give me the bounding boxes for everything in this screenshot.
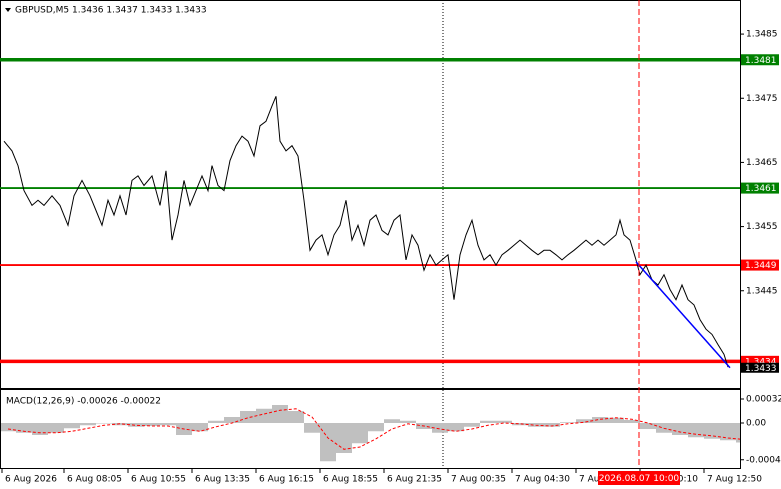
macd-bar — [704, 423, 720, 439]
price-axis — [741, 0, 781, 468]
macd-bar — [592, 417, 608, 423]
y-tick-label: 1.3475 — [746, 94, 778, 104]
x-tick-label: 6 Aug 16:15 — [259, 475, 314, 485]
macd-bar — [0, 423, 16, 432]
last-price-box — [741, 362, 779, 373]
level-label: 1.3481 — [745, 56, 777, 66]
macd-bar — [624, 420, 640, 423]
level-label: 1.3461 — [745, 184, 777, 194]
level-label-box — [741, 54, 779, 66]
y-tick-label: 1.3465 — [746, 158, 778, 168]
macd-bar — [64, 423, 80, 429]
price-line — [3, 96, 729, 368]
macd-bar — [160, 423, 176, 426]
macd-bar — [384, 419, 400, 423]
macd-bar — [224, 417, 240, 423]
x-tick-label: 6 Aug 21:35 — [387, 475, 442, 485]
macd-bar — [192, 423, 208, 432]
y-tick-label: 1.3485 — [746, 30, 778, 40]
macd-bar — [608, 417, 624, 423]
macd-bar — [256, 408, 272, 423]
macd-bar — [16, 423, 32, 433]
macd-bar — [672, 423, 688, 435]
macd-bar — [352, 423, 368, 444]
macd-bar — [336, 423, 352, 453]
macd-bar — [464, 423, 480, 427]
macd-bar — [304, 423, 320, 433]
level-label-box — [741, 182, 779, 194]
macd-bar — [368, 423, 384, 432]
macd-bar — [448, 423, 464, 432]
macd-title: MACD(12,26,9) -0.00026 -0.00022 — [6, 397, 161, 407]
macd-bar — [48, 423, 64, 433]
x-tick-label: 7 Aug 00:35 — [451, 475, 506, 485]
x-tick-label: 6 Aug 08:05 — [67, 475, 122, 485]
signal-line — [7, 408, 745, 450]
y-tick-label: 1.3455 — [746, 222, 778, 232]
crosshair-label-box — [598, 471, 680, 485]
macd-bar — [688, 423, 704, 438]
macd-bar — [576, 419, 592, 423]
macd-bar — [512, 423, 528, 426]
macd-bar — [640, 423, 656, 429]
macd-bar — [320, 423, 336, 462]
macd-bar — [240, 411, 256, 423]
macd-bar — [400, 420, 416, 423]
macd-bar — [560, 422, 576, 423]
level-label: 1.3449 — [745, 261, 777, 271]
x-tick-label: 6 Aug 13:35 — [195, 475, 250, 485]
y-tick-label: 1.3445 — [746, 286, 778, 296]
y-tick-label: 0.00032 — [746, 395, 781, 405]
macd-bar — [544, 423, 560, 427]
x-tick-label: 6 Aug 10:55 — [131, 475, 186, 485]
chart-title: GBPUSD,M5 1.3436 1.3437 1.3433 1.3433 — [15, 6, 207, 16]
macd-bar — [128, 423, 144, 427]
trendline — [635, 261, 731, 369]
x-tick-label: 6 Aug 2026 — [5, 475, 57, 485]
macd-bar — [272, 405, 288, 423]
level-label: 1.3434 — [745, 357, 777, 367]
crosshair-label: 2026.08.07 10:00 — [599, 474, 680, 484]
macd-bar — [96, 423, 112, 424]
macd-bar — [208, 420, 224, 423]
title-icon — [5, 8, 11, 12]
level-label-box — [741, 259, 779, 271]
y-tick-label: -0.00049 — [746, 455, 781, 465]
level-label-box — [741, 355, 779, 367]
x-tick-label: 7 Aug 04:30 — [515, 475, 570, 485]
macd-bar — [32, 423, 48, 435]
macd-bar — [288, 411, 304, 423]
macd-bar — [720, 423, 736, 441]
macd-bar — [432, 423, 448, 433]
y-tick-label: 0.00 — [746, 419, 766, 429]
last-price-label: 1.3433 — [745, 364, 777, 374]
macd-bar — [480, 420, 496, 423]
macd-bar — [144, 423, 160, 426]
x-tick-label: 6 Aug 18:55 — [323, 475, 378, 485]
x-tick-label: 7 Aug 12:50 — [707, 475, 762, 485]
macd-bar — [80, 423, 96, 426]
macd-bar — [496, 420, 512, 423]
